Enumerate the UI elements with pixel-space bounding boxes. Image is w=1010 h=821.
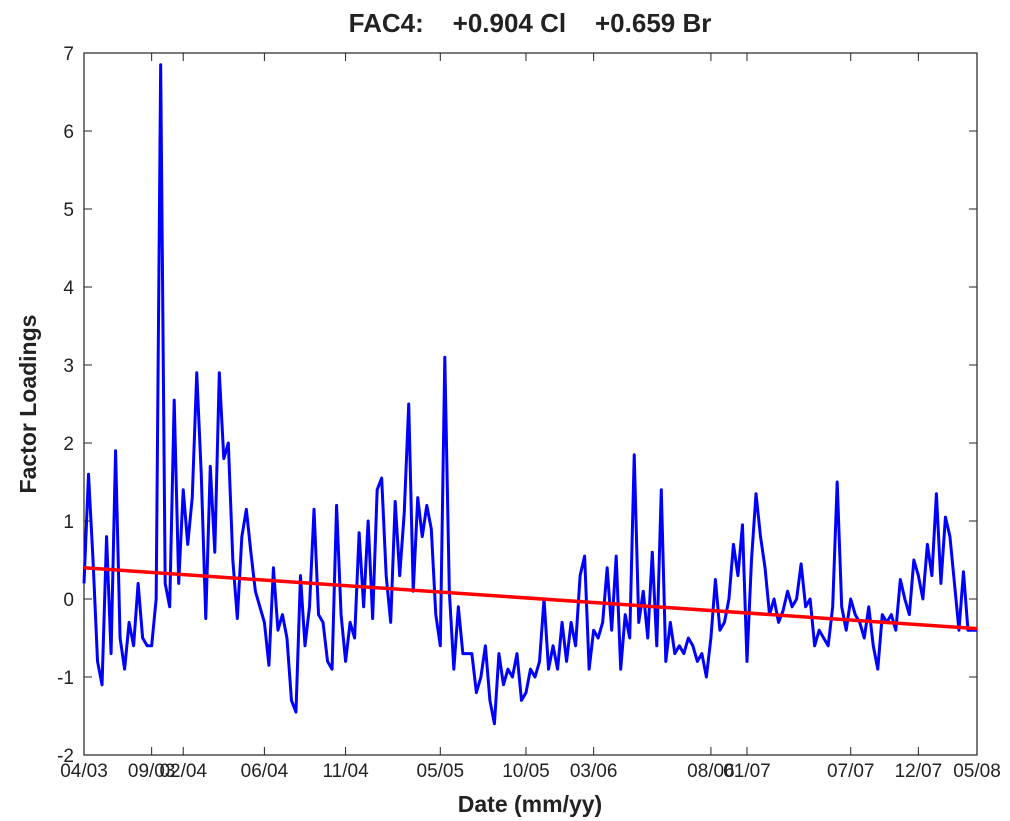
x-tick-label: 05/08 <box>953 761 1001 782</box>
x-tick-label: 06/04 <box>241 761 289 782</box>
x-tick-label: 10/05 <box>502 761 550 782</box>
x-tick-label: 05/05 <box>417 761 465 782</box>
x-tick-label: 11/04 <box>323 761 370 782</box>
x-tick-label: 02/04 <box>159 761 207 782</box>
y-tick-label: 5 <box>63 200 74 221</box>
x-tick-label: 08/06 <box>687 761 735 782</box>
y-tick-label: -2 <box>57 746 74 767</box>
x-axis-label: Date (mm/yy) <box>458 791 602 817</box>
y-tick-label: 7 <box>63 44 74 65</box>
y-tick-label: 1 <box>63 512 74 533</box>
chart-title: FAC4: +0.904 Cl +0.659 Br <box>349 8 712 38</box>
y-tick-label: -1 <box>57 668 74 689</box>
data-line <box>82 63 977 726</box>
x-tick-label: 01/07 <box>723 761 771 782</box>
x-tick-label: 04/03 <box>60 761 108 782</box>
y-tick-label: 0 <box>63 590 74 611</box>
x-tick-label: 03/06 <box>570 761 618 782</box>
y-tick-label: 4 <box>63 278 74 299</box>
plot-frame <box>83 52 978 756</box>
x-tick-label: 12/07 <box>895 761 943 782</box>
x-tick-label: 09/03 <box>128 761 176 782</box>
y-tick-label: 2 <box>63 434 74 455</box>
trend-line <box>83 566 978 631</box>
y-tick-label: 6 <box>63 122 74 143</box>
x-tick-label: 07/07 <box>827 761 875 782</box>
y-tick-label: 3 <box>63 356 74 377</box>
y-axis-label: Factor Loadings <box>15 315 41 494</box>
